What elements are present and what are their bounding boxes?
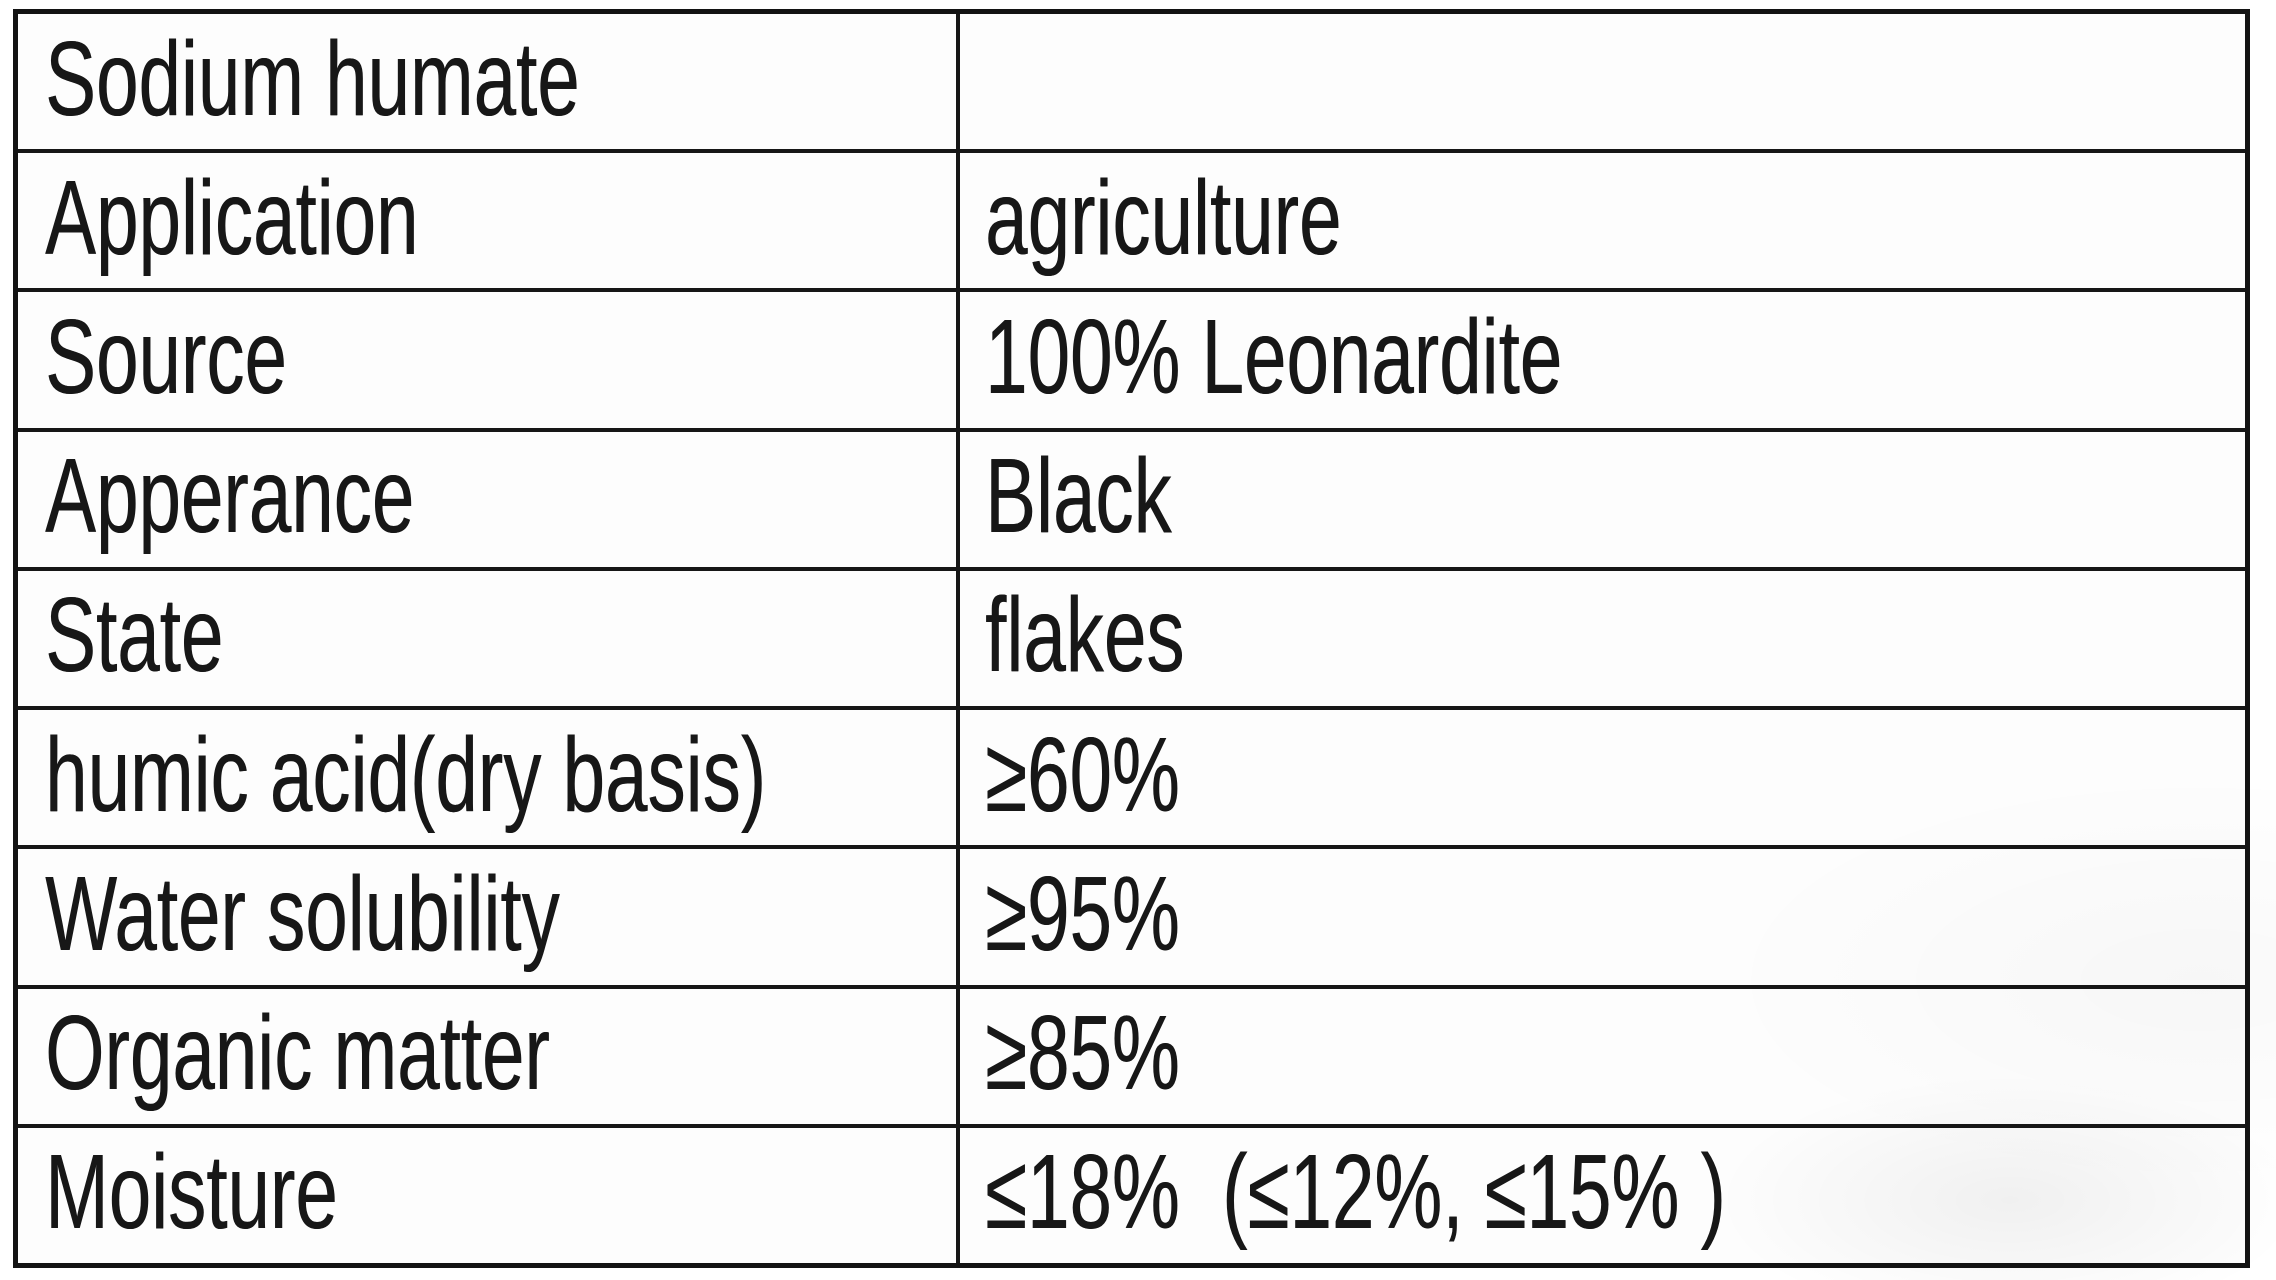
- value-text: ≥85%: [985, 994, 1180, 1113]
- parameter-cell: Organic matter: [18, 988, 956, 1124]
- spec-table: Sodium humate Application agriculture Sourc…: [13, 9, 2250, 1268]
- value-text: ≥95%: [985, 854, 1180, 973]
- parameter-cell: State: [18, 570, 956, 707]
- parameter-text: Apperance: [45, 437, 415, 556]
- parameter-cell: Moisture: [18, 1127, 956, 1263]
- parameter-text: State: [45, 576, 224, 695]
- parameter-text: Sodium humate: [45, 19, 580, 138]
- value-cell: ≤18% (≤12%, ≤15% ): [960, 1127, 2245, 1263]
- value-text: flakes: [985, 576, 1185, 695]
- value-text: ≤18% (≤12%, ≤15% ): [985, 1133, 1726, 1252]
- value-text: ≥60%: [985, 715, 1180, 834]
- value-text: Black: [985, 437, 1172, 556]
- value-text: agriculture: [985, 158, 1342, 277]
- parameter-cell: Apperance: [18, 431, 956, 567]
- value-cell: 100% Leonardite: [960, 292, 2245, 428]
- parameter-text: Moisture: [45, 1133, 338, 1252]
- value-cell: Black: [960, 431, 2245, 567]
- value-cell: ≥85%: [960, 988, 2245, 1124]
- parameter-cell: humic acid(dry basis): [18, 710, 956, 846]
- parameter-text: Application: [45, 158, 419, 277]
- value-cell: agriculture: [960, 153, 2245, 289]
- value-cell: ≥95%: [960, 849, 2245, 985]
- parameter-text: Source: [45, 298, 287, 417]
- value-text: 100% Leonardite: [985, 298, 1563, 417]
- value-cell: [960, 14, 2245, 150]
- parameter-cell: Sodium humate: [18, 14, 956, 150]
- parameter-text: Water solubility: [45, 854, 560, 973]
- parameter-cell: Application: [18, 153, 956, 289]
- parameter-cell: Source: [18, 292, 956, 428]
- parameter-text: Organic matter: [45, 994, 550, 1113]
- value-cell: ≥60%: [960, 710, 2245, 846]
- value-cell: flakes: [960, 570, 2245, 707]
- parameter-cell: Water solubility: [18, 849, 956, 985]
- parameter-text: humic acid(dry basis): [45, 715, 767, 834]
